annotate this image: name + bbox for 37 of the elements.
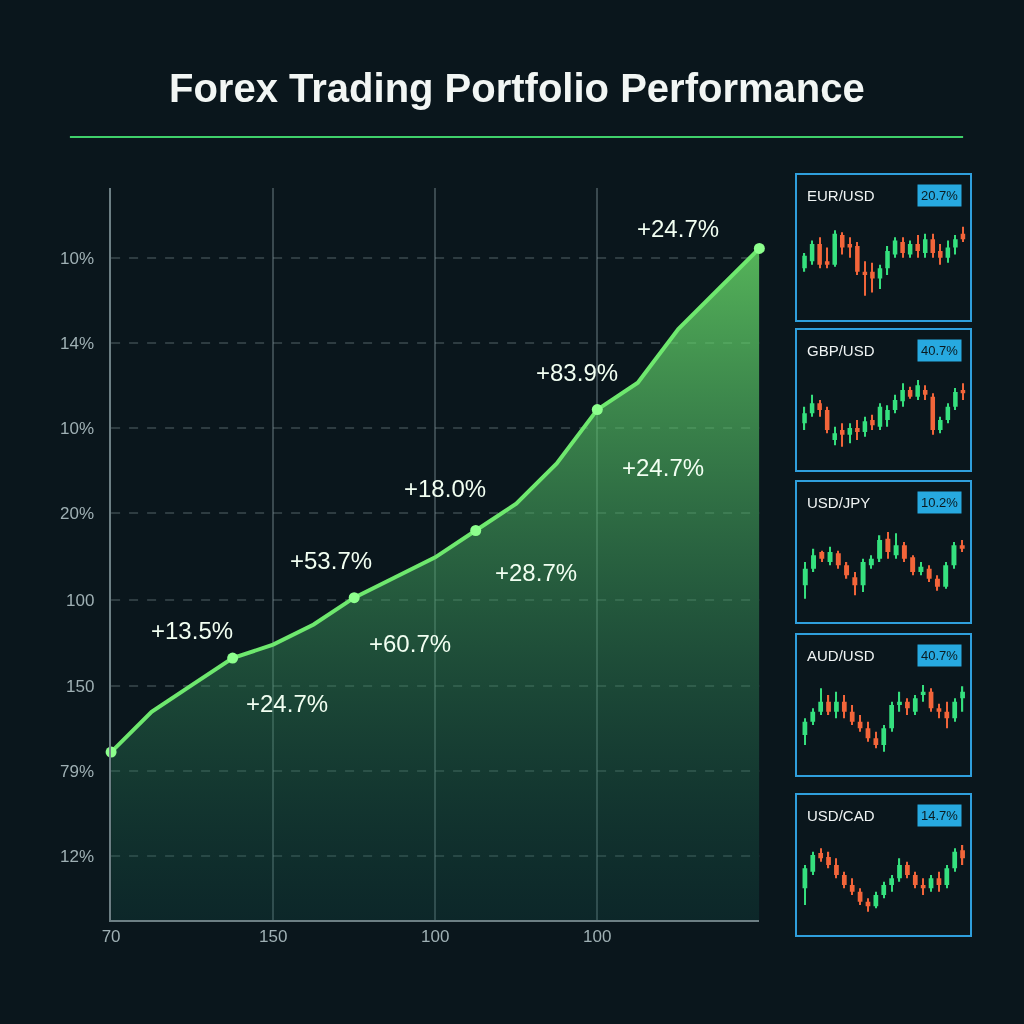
annotation: +13.5% xyxy=(151,617,234,644)
text: 12% xyxy=(60,847,95,866)
text: 10% xyxy=(60,249,95,268)
point xyxy=(470,525,482,536)
annotation: +60.7% xyxy=(369,630,452,657)
chart-title: USD/CAD xyxy=(807,807,875,824)
annotation: +28.7% xyxy=(495,559,578,586)
point xyxy=(591,404,603,416)
chart-title: AUD/USD xyxy=(807,647,875,664)
text: 14.7% xyxy=(921,808,959,823)
annotation: +53.7% xyxy=(290,547,373,574)
annotation: +24.7% xyxy=(246,690,329,717)
chart-title: Forex Trading Portfolio Performance xyxy=(169,66,865,110)
x-tick-label: 70 xyxy=(101,927,121,947)
x-tick-label: 100 xyxy=(583,927,612,947)
point xyxy=(227,652,239,664)
text: 10% xyxy=(60,419,95,438)
x-tick-label: 100 xyxy=(421,927,450,947)
chart-title: EUR/USD xyxy=(807,187,875,204)
chart-title: USD/JPY xyxy=(807,494,871,511)
text: 10.2% xyxy=(921,495,959,510)
text: 79% xyxy=(60,762,95,781)
annotation: +83.9% xyxy=(536,359,619,386)
text: +24.7% xyxy=(637,215,720,242)
text: 40.7% xyxy=(921,648,959,663)
text: 40.7% xyxy=(921,343,959,358)
annotation: +24.7% xyxy=(622,454,705,481)
text: 14% xyxy=(60,334,95,353)
x-tick-label: 150 xyxy=(258,927,288,947)
text: 20% xyxy=(60,504,95,523)
point xyxy=(348,592,360,604)
text: 100 xyxy=(66,591,95,610)
chart-title: GBP/USD xyxy=(807,342,875,359)
point xyxy=(753,242,765,254)
text: 20.7% xyxy=(921,188,959,203)
text: 150 xyxy=(66,677,95,696)
annotation: +18.0% xyxy=(404,475,487,502)
